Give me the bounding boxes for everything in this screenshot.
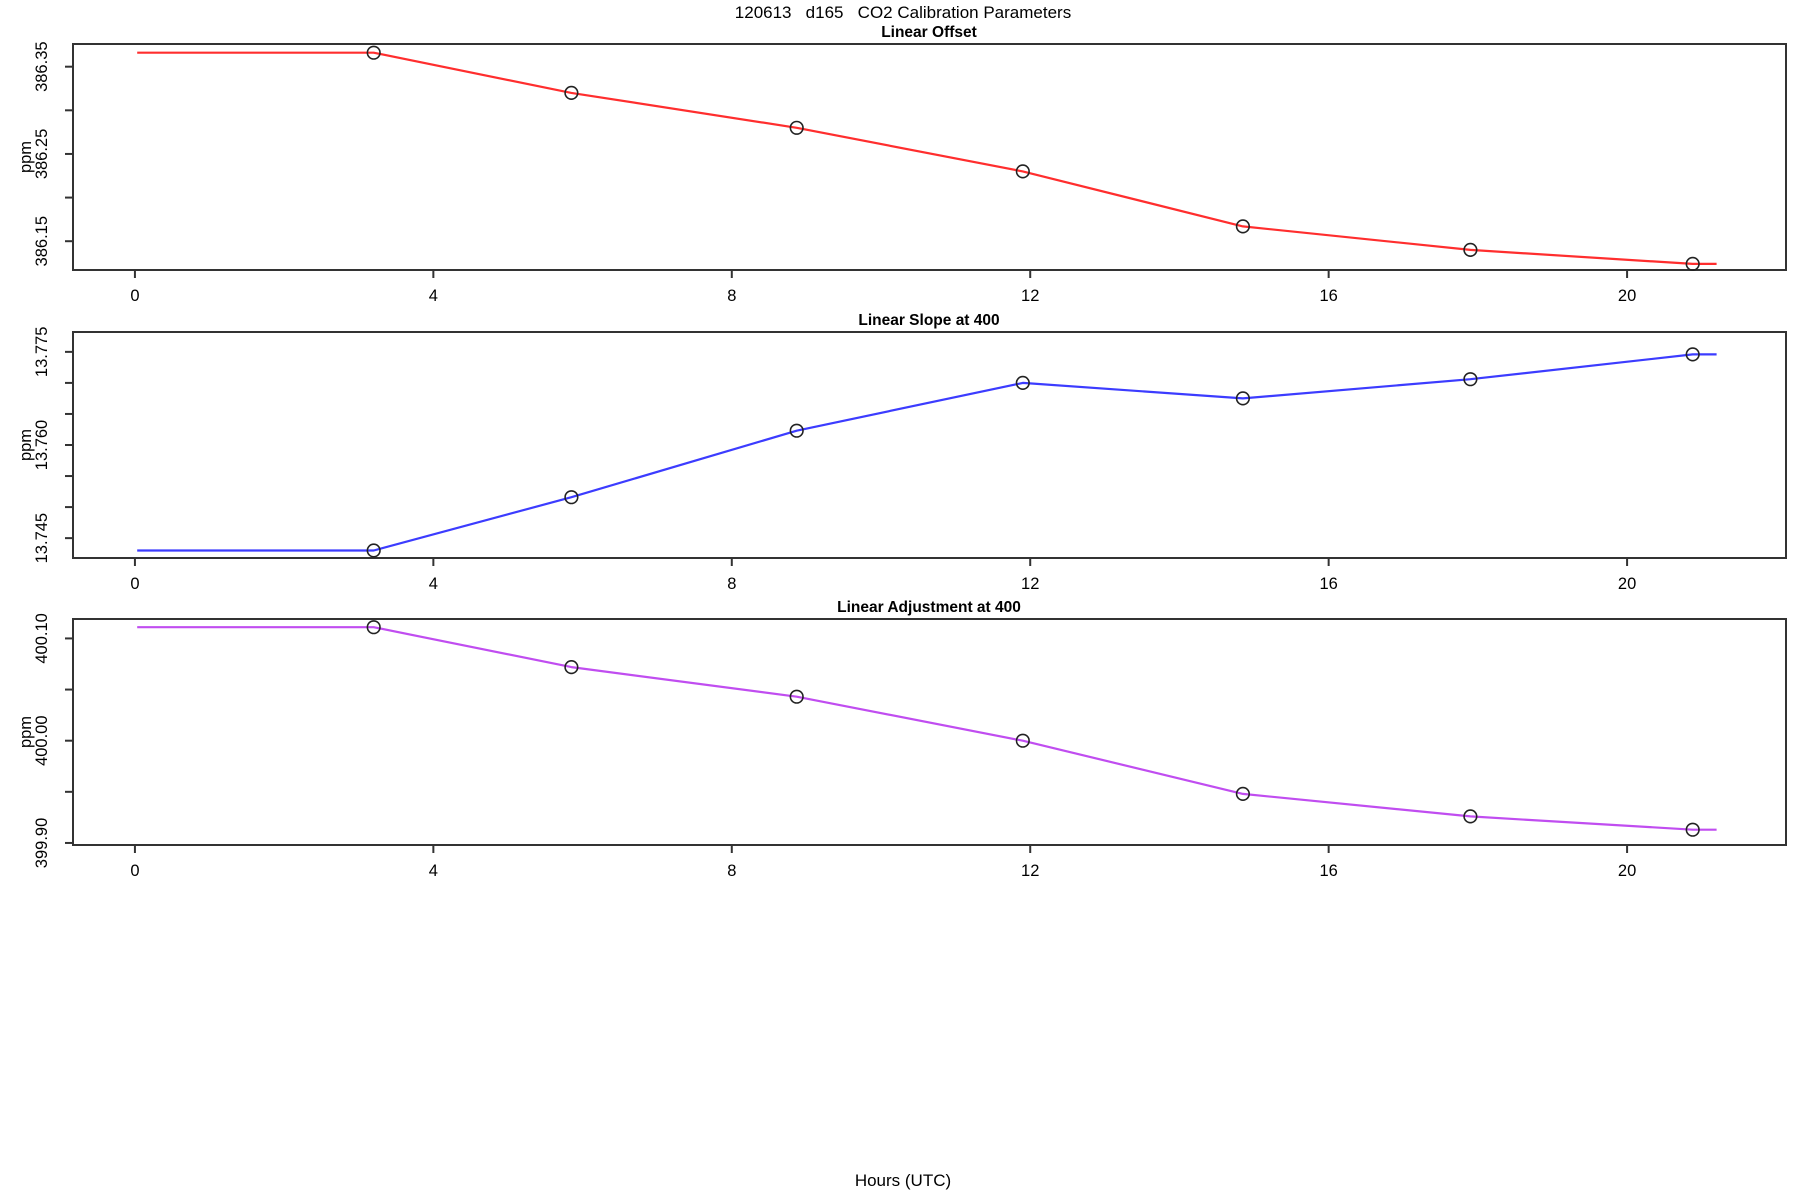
data-point-marker [1463, 372, 1478, 387]
x-tick-label: 8 [727, 287, 736, 305]
figure-title: 120613 d165 CO2 Calibration Parameters [735, 3, 1071, 22]
data-point-marker [789, 120, 804, 135]
data-point-marker [1463, 809, 1478, 824]
panel-1-y-axis-title: ppm [17, 141, 35, 173]
x-tick-label: 8 [727, 862, 736, 880]
data-point-marker [1235, 391, 1250, 406]
panel-3-title: Linear Adjustment at 400 [837, 599, 1021, 616]
x-tick-label: 16 [1319, 575, 1337, 593]
data-point-marker [1685, 347, 1700, 362]
series-line [137, 353, 1717, 552]
data-point-marker [1235, 786, 1250, 802]
x-tick-label: 4 [429, 575, 438, 593]
x-tick-label: 12 [1021, 575, 1039, 593]
x-tick-label: 16 [1319, 862, 1337, 880]
panel-box [72, 43, 1787, 271]
panel-box [72, 618, 1787, 846]
x-tick-label: 0 [130, 287, 139, 305]
data-point-marker [1685, 822, 1700, 837]
x-tick-label: 4 [429, 862, 438, 880]
y-tick-label: 13.745 [33, 513, 51, 563]
series-line [137, 51, 1717, 265]
panel-2-y-axis-title: ppm [17, 429, 35, 461]
data-point-marker [366, 543, 381, 558]
x-tick-label: 4 [429, 287, 438, 305]
x-tick-label: 16 [1319, 287, 1337, 305]
data-point-marker [1015, 164, 1030, 179]
data-point-marker [789, 423, 804, 438]
data-point-marker [1015, 375, 1030, 391]
x-tick-label: 0 [130, 862, 139, 880]
y-tick-label: 386.15 [33, 216, 51, 266]
y-tick-label: 400.10 [33, 613, 51, 663]
x-tick-label: 20 [1618, 862, 1636, 880]
x-tick-label: 8 [727, 575, 736, 593]
y-tick-label: 13.775 [33, 327, 51, 377]
data-point-marker [564, 490, 579, 505]
panel-2-title: Linear Slope at 400 [858, 312, 999, 329]
data-point-marker [1685, 256, 1700, 272]
x-tick-label: 20 [1618, 575, 1636, 593]
data-point-marker [564, 85, 579, 100]
data-point-marker [366, 620, 381, 635]
x-axis-title: Hours (UTC) [855, 1171, 951, 1190]
data-point-marker [1463, 242, 1478, 257]
x-tick-label: 12 [1021, 862, 1039, 880]
y-tick-label: 13.760 [33, 420, 51, 470]
data-point-marker [1015, 733, 1030, 748]
data-point-marker [366, 45, 381, 60]
panel-1-title: Linear Offset [881, 24, 977, 41]
y-tick-label: 386.25 [33, 129, 51, 179]
data-point-marker [789, 689, 804, 704]
panels-group: 0 4 8 12 16 20 386.15 386.25 386.35 0 4 8 12 16 20 13.7… [33, 41, 1787, 880]
panel-3-y-axis-title: ppm [17, 716, 35, 748]
data-point-marker [564, 659, 579, 675]
series-line [137, 626, 1717, 831]
x-tick-label: 12 [1021, 287, 1039, 305]
y-tick-label: 400.00 [33, 715, 51, 765]
y-tick-label: 386.35 [33, 41, 51, 91]
data-point-marker [1235, 219, 1250, 234]
panel-box [72, 331, 1787, 559]
x-tick-label: 0 [130, 575, 139, 593]
y-tick-label: 399.90 [33, 818, 51, 868]
x-tick-label: 20 [1618, 287, 1636, 305]
